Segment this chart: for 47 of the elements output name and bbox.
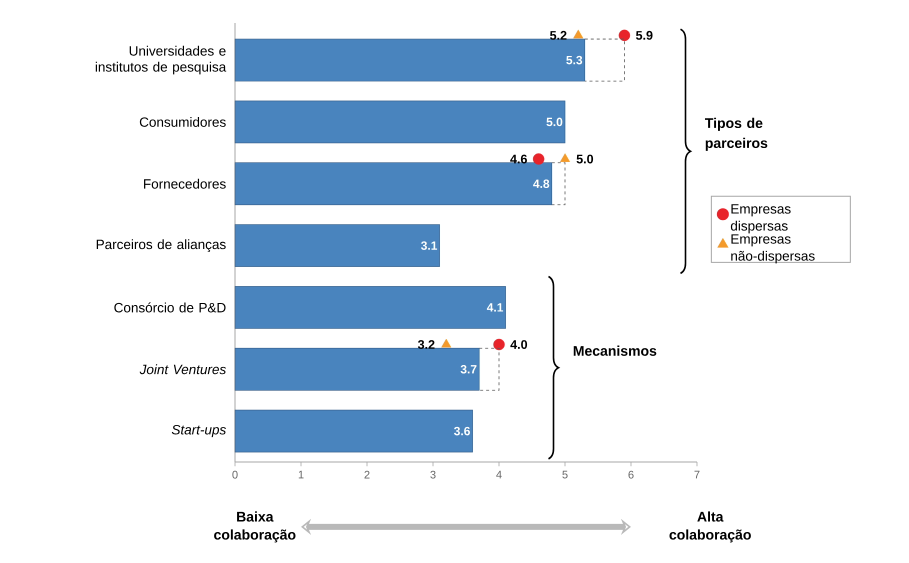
data-label: 3.6 bbox=[454, 426, 470, 436]
bar bbox=[234, 348, 480, 391]
y-tick-label: Consumidores bbox=[140, 116, 226, 127]
data-label: 3.2 bbox=[418, 340, 435, 349]
data-label: 5.2 bbox=[550, 30, 566, 40]
data-label: 5.9 bbox=[636, 30, 653, 40]
data-label: 3.1 bbox=[421, 241, 438, 250]
point bbox=[441, 338, 452, 348]
x-tick-label: 2 bbox=[364, 470, 370, 478]
bar bbox=[234, 224, 440, 267]
y-tick-label: Parceiros de alianças bbox=[96, 239, 226, 252]
x-tick-label: 7 bbox=[694, 470, 700, 478]
data-label: 5.3 bbox=[566, 56, 582, 64]
y-tick-label: Consórcio de P&D bbox=[114, 302, 226, 312]
data-label: 4.8 bbox=[533, 180, 550, 188]
x-tick-label: 4 bbox=[496, 470, 502, 478]
y-tick-label: Start-ups bbox=[172, 424, 226, 438]
y-tick-label: Universidades e institutos de pesquisa bbox=[96, 46, 226, 74]
x-tick-label: 3 bbox=[430, 470, 436, 479]
y-tick-label: Joint Ventures bbox=[140, 364, 226, 374]
data-label: 5.0 bbox=[546, 118, 562, 126]
data-label: 4.0 bbox=[510, 340, 528, 349]
bar bbox=[234, 162, 552, 206]
x-tick-label: 1 bbox=[298, 470, 304, 478]
data-label: 5.0 bbox=[576, 154, 594, 164]
point bbox=[493, 338, 505, 350]
data-label: 4.1 bbox=[486, 303, 504, 312]
y-tick-label: Fornecedores bbox=[144, 178, 226, 189]
legend-label: Empresas não-dispersas bbox=[731, 234, 815, 264]
point bbox=[618, 30, 630, 42]
bar bbox=[234, 286, 506, 329]
bar bbox=[234, 100, 566, 144]
point bbox=[532, 153, 544, 165]
x-tick-label: 5 bbox=[562, 470, 568, 478]
bar bbox=[234, 38, 586, 82]
data-label: 3.7 bbox=[460, 364, 476, 374]
text: Alta colaboração bbox=[670, 511, 751, 542]
bar bbox=[234, 410, 473, 452]
x-tick-label: 0 bbox=[232, 470, 238, 479]
text: Baixa colaboração bbox=[214, 511, 296, 542]
text: Tipos de parceiros bbox=[704, 118, 768, 151]
x-tick-label: 6 bbox=[628, 470, 634, 479]
point bbox=[573, 30, 584, 38]
data-label: 4.6 bbox=[510, 154, 527, 164]
legend-label: Empresas dispersas bbox=[730, 204, 791, 234]
point bbox=[560, 153, 570, 162]
annotation: Mecanismos bbox=[574, 346, 656, 356]
